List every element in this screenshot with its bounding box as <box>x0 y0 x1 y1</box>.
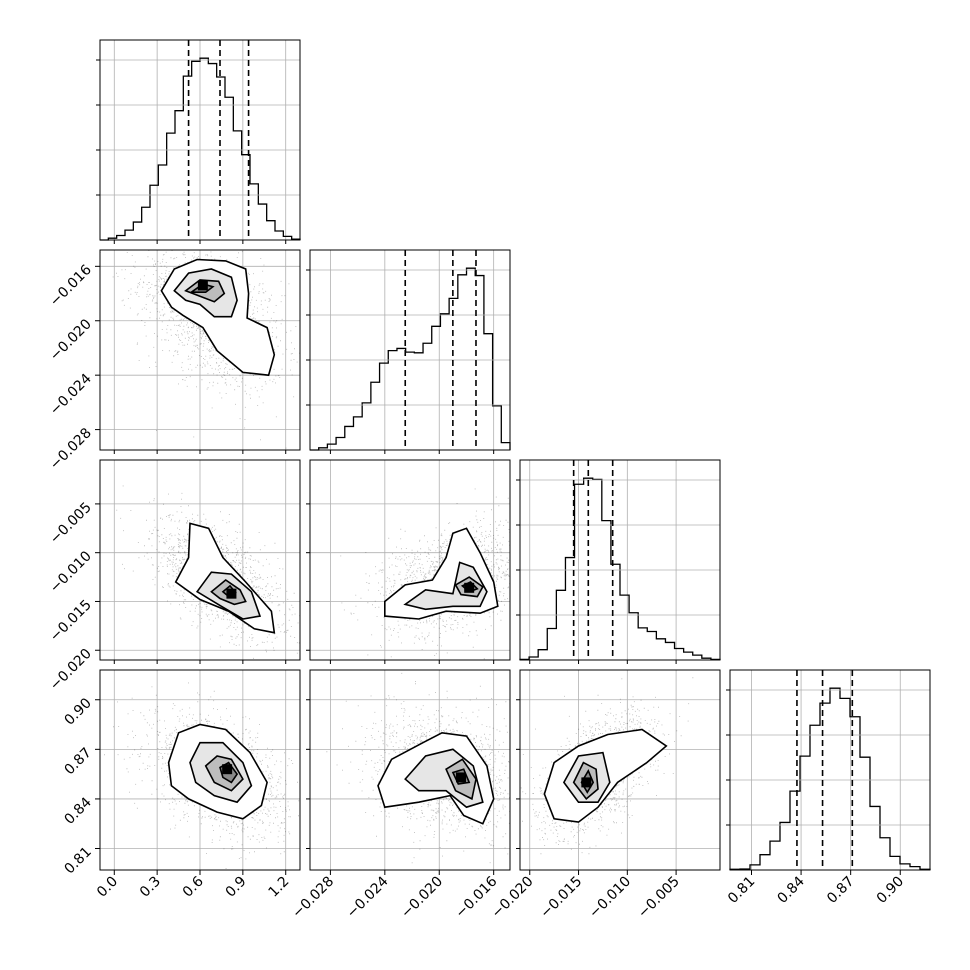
peak-density-cell <box>456 772 467 783</box>
axes-frame <box>519 459 721 661</box>
y-tick-label: −0.024 <box>47 371 95 419</box>
histogram-panel-0 <box>96 39 301 241</box>
peak-density-cell <box>464 582 475 593</box>
x-tick-label: −0.015 <box>537 874 585 922</box>
x-tick-label: −0.020 <box>398 874 446 922</box>
x-tick-label: 0.81 <box>725 874 758 907</box>
contour-line-level-2 <box>454 576 484 598</box>
x-tick-label: 0.84 <box>775 873 808 906</box>
scatter-panel-0-2 <box>99 459 301 661</box>
axes-frame <box>519 669 721 871</box>
x-tick-label: −0.024 <box>344 873 392 921</box>
contour-line-level-0 <box>160 258 276 377</box>
peak-density-cell <box>581 777 592 788</box>
contour-line-level-1 <box>403 561 488 611</box>
histogram-step-2 <box>519 477 721 661</box>
peak-density-cell <box>222 764 233 775</box>
contour-line-level-2 <box>184 279 226 303</box>
y-tick-label: −0.015 <box>47 597 95 645</box>
scatter-panel-0-3 <box>99 669 301 871</box>
x-tick-label: 0.3 <box>137 874 164 901</box>
scatter-points <box>340 488 510 660</box>
y-tick-label: 0.90 <box>61 695 94 728</box>
histogram-step-3 <box>729 687 931 870</box>
scatter-panel-2-3 <box>519 669 721 871</box>
x-tick-label: 0.90 <box>874 874 907 907</box>
contour-line-level-2 <box>210 579 247 606</box>
x-tick-label: 0.87 <box>824 874 857 907</box>
y-tick-label: −0.028 <box>47 425 95 473</box>
scatter-points <box>100 250 300 449</box>
scatter-panel-1-3 <box>309 669 511 871</box>
scatter-cloud <box>340 488 510 660</box>
contour-line-level-1 <box>404 748 484 809</box>
x-tick-label: −0.028 <box>289 874 337 922</box>
y-tick-label: 0.87 <box>61 745 94 778</box>
axes-frame <box>309 459 511 661</box>
contour-line-level-1 <box>195 571 262 620</box>
x-tick-label: 0.6 <box>180 873 207 900</box>
scatter-points <box>104 682 300 870</box>
y-tick-label: 0.84 <box>61 794 94 827</box>
contour-line-level-0 <box>167 723 268 820</box>
contour-line-level-3 <box>580 769 595 794</box>
y-tick-label: 0.81 <box>61 844 94 877</box>
histogram-panel-1 <box>306 249 511 451</box>
x-tick-label: −0.005 <box>635 874 683 922</box>
histogram-step-1 <box>310 267 511 451</box>
scatter-points <box>116 485 300 659</box>
peak-density-cell <box>226 588 237 599</box>
contour-line-level-0 <box>383 527 499 620</box>
y-tick-label: −0.005 <box>47 499 95 547</box>
contour-line-level-2 <box>204 755 244 792</box>
axes-frame <box>309 669 511 871</box>
contour-line-level-3 <box>219 761 239 784</box>
y-tick-label: −0.020 <box>47 646 95 694</box>
y-tick-label: −0.016 <box>47 262 95 310</box>
histogram-panel-3 <box>726 669 931 871</box>
histogram-step-0 <box>100 57 301 241</box>
histogram-panel-2 <box>516 459 721 661</box>
axes-frame <box>309 249 511 451</box>
peak-density-cell <box>197 280 208 291</box>
density-fill-level-1 <box>405 562 487 610</box>
contour-line-level-0 <box>174 522 276 634</box>
contour-line-level-2 <box>445 758 477 801</box>
x-tick-label: 1.2 <box>265 874 292 901</box>
scatter-panel-1-2 <box>309 459 511 661</box>
scatter-points <box>520 677 694 855</box>
contour-line-level-0 <box>377 731 495 825</box>
contour-line-level-2 <box>572 761 599 801</box>
contour-line-level-1 <box>562 751 611 804</box>
scatter-points <box>326 672 510 864</box>
contour-line-level-1 <box>173 268 238 318</box>
contour-line-level-0 <box>543 728 668 823</box>
y-tick-label: −0.010 <box>47 548 95 596</box>
contour-line-level-1 <box>189 741 253 804</box>
x-tick-label: 0.0 <box>94 874 121 901</box>
scatter-panel-0-1 <box>99 249 301 451</box>
x-tick-label: 0.9 <box>223 874 250 901</box>
y-tick-label: −0.020 <box>47 316 95 364</box>
axes-frame <box>729 669 931 871</box>
x-tick-label: −0.010 <box>586 874 634 922</box>
